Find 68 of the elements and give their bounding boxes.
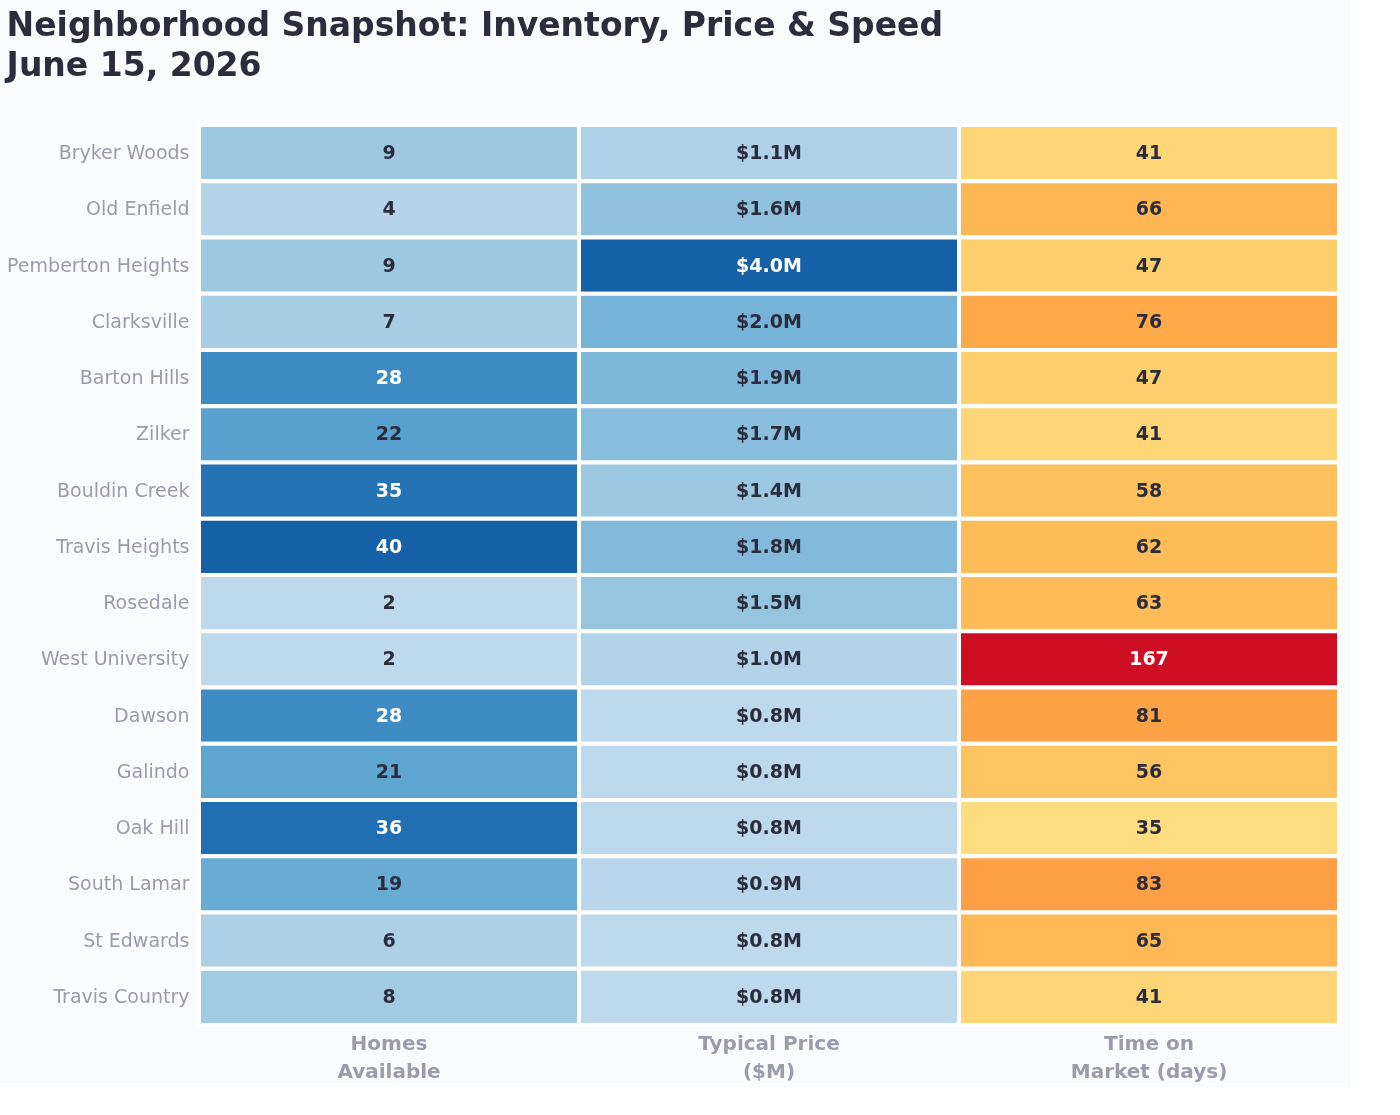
data-label: 8 xyxy=(382,984,396,1007)
y-tick-label: Clarksville xyxy=(91,309,190,332)
data-label: 9 xyxy=(382,141,396,164)
data-label: $4.0M xyxy=(736,253,802,276)
data-label: 47 xyxy=(1135,253,1163,276)
data-label: $1.4M xyxy=(736,478,802,501)
data-label: 167 xyxy=(1129,647,1169,670)
data-label: 22 xyxy=(375,422,403,445)
y-tick-label: Zilker xyxy=(136,422,190,445)
data-label: 47 xyxy=(1135,366,1163,389)
chart-title: Neighborhood Snapshot: Inventory, Price & Speed June 15, 2026 xyxy=(4,5,944,84)
data-label: $1.6M xyxy=(736,197,802,220)
data-label: 35 xyxy=(375,478,403,501)
y-tick-label: West University xyxy=(40,647,190,670)
data-label: $0.8M xyxy=(736,759,802,782)
y-tick-label: Barton Hills xyxy=(79,366,190,389)
data-label: 28 xyxy=(375,703,403,726)
data-label: 66 xyxy=(1135,197,1163,220)
data-label: 21 xyxy=(375,759,403,782)
data-label: 9 xyxy=(382,253,396,276)
data-label: 40 xyxy=(375,534,403,557)
data-label: 41 xyxy=(1135,141,1163,164)
y-tick-label: Galindo xyxy=(116,759,190,782)
data-label: 65 xyxy=(1135,928,1163,951)
y-tick-label: Bryker Woods xyxy=(58,141,190,164)
data-label: $0.8M xyxy=(736,703,802,726)
y-tick-label: South Lamar xyxy=(68,872,190,895)
y-tick-label: Bouldin Creek xyxy=(57,478,190,501)
data-label: $1.9M xyxy=(736,366,802,389)
y-tick-label: Pemberton Heights xyxy=(7,253,190,276)
x-tick-label: Typical Price ($M) xyxy=(698,1030,840,1083)
data-label: $0.8M xyxy=(736,928,802,951)
data-label: 58 xyxy=(1135,478,1163,501)
data-label: 83 xyxy=(1135,872,1163,895)
y-tick-label: Travis Country xyxy=(52,984,190,1007)
y-tick-label: Old Enfield xyxy=(86,197,190,220)
data-label: 2 xyxy=(382,647,396,670)
data-label: $2.0M xyxy=(736,309,802,332)
data-label: 76 xyxy=(1135,309,1163,332)
x-tick-label: Homes Available xyxy=(337,1030,441,1083)
data-label: 19 xyxy=(375,872,403,895)
data-label: 35 xyxy=(1135,816,1163,839)
data-label: $0.8M xyxy=(736,816,802,839)
y-tick-label: Rosedale xyxy=(103,591,190,614)
y-tick-label: St Edwards xyxy=(83,928,190,951)
y-tick-label: Travis Heights xyxy=(55,534,190,557)
data-label: 28 xyxy=(375,366,403,389)
data-label: 62 xyxy=(1135,534,1163,557)
data-label: $1.5M xyxy=(736,591,802,614)
data-label: $1.7M xyxy=(736,422,802,445)
data-label: 56 xyxy=(1135,759,1163,782)
data-label: $1.1M xyxy=(736,141,802,164)
data-label: 63 xyxy=(1135,591,1163,614)
data-label: 4 xyxy=(382,197,396,220)
data-label: $1.0M xyxy=(736,647,802,670)
data-label: 7 xyxy=(382,309,396,332)
y-tick-label: Oak Hill xyxy=(115,816,190,839)
data-label: 6 xyxy=(382,928,396,951)
data-label: 2 xyxy=(382,591,396,614)
x-tick-label: Time on Market (days) xyxy=(1070,1030,1228,1083)
data-label: $0.8M xyxy=(736,984,802,1007)
data-label: $0.9M xyxy=(736,872,802,895)
data-label: 41 xyxy=(1135,984,1163,1007)
data-label: 36 xyxy=(375,816,403,839)
y-tick-label: Dawson xyxy=(114,703,190,726)
data-label: 41 xyxy=(1135,422,1163,445)
data-label: $1.8M xyxy=(736,534,802,557)
data-label: 81 xyxy=(1135,703,1163,726)
